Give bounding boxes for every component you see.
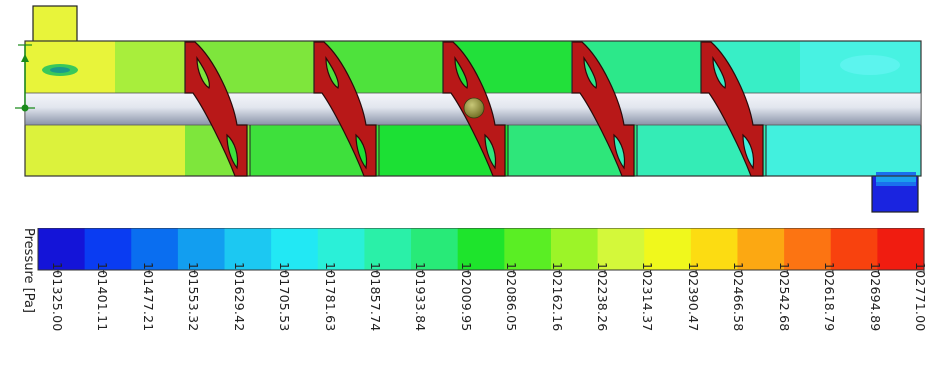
- inlet-pipe: [32, 5, 78, 43]
- legend-color-band: [457, 228, 505, 270]
- legend-color-band: [644, 228, 692, 270]
- legend-tick-label: 101477.21: [140, 262, 156, 332]
- legend-tick-label: 101325.00: [50, 262, 65, 332]
- legend-tick-label: 102618.79: [822, 262, 838, 332]
- legend-tick-label: 102238.26: [595, 262, 611, 332]
- legend-tick-label: 102771.00: [913, 262, 928, 332]
- legend-color-band: [877, 228, 925, 270]
- legend-frame: [37, 228, 925, 271]
- legend-tick-label: 102086.05: [504, 262, 520, 332]
- section-lines: [184, 41, 767, 176]
- legend-tick-label: 102390.47: [685, 262, 701, 332]
- legend-tick-label: 101705.53: [277, 262, 293, 332]
- legend-color-band: [504, 228, 552, 270]
- legend-tick-label: 102162.16: [549, 262, 565, 332]
- simulation-viewport: [15, 5, 922, 213]
- legend-color-band: [690, 228, 739, 270]
- legend-tick-label: 101553.32: [186, 262, 202, 332]
- legend-tick-label: 101401.11: [95, 262, 111, 332]
- legend-color-band: [737, 228, 785, 270]
- screw-blades: [184, 41, 764, 177]
- legend-color-band: [224, 228, 272, 270]
- pressure-legend: [0, 220, 934, 371]
- legend-color-band: [131, 228, 179, 270]
- legend-tick-label: 101933.84: [413, 262, 429, 332]
- legend-color-band: [84, 228, 132, 270]
- probe-ball: [463, 97, 485, 119]
- legend-tick-label: 102314.37: [640, 262, 656, 332]
- legend-color-band: [411, 228, 459, 270]
- legend-colorbar: [37, 228, 925, 274]
- legend-tick-label: 102466.58: [731, 262, 747, 332]
- legend-color-band: [597, 228, 645, 270]
- legend-color-band: [317, 228, 366, 270]
- legend-title: Pressure [Pa]: [21, 228, 36, 314]
- legend-color-band: [550, 228, 599, 270]
- legend-tick-label: 101629.42: [231, 262, 247, 332]
- legend-color-band: [38, 228, 86, 270]
- axis-triad-icon: [15, 44, 35, 112]
- legend-tick-label: 102009.95: [458, 262, 474, 332]
- legend-color-band: [784, 228, 832, 270]
- legend-color-band: [177, 228, 226, 270]
- legend-color-band: [271, 228, 319, 270]
- legend-tick-label: 102694.89: [867, 262, 883, 332]
- legend-color-band: [830, 228, 878, 270]
- legend-tick-label: 102542.68: [776, 262, 792, 332]
- legend-tick-label: 101781.63: [322, 262, 338, 332]
- legend-tick-label: 101857.74: [367, 262, 383, 332]
- legend-color-band: [364, 228, 412, 270]
